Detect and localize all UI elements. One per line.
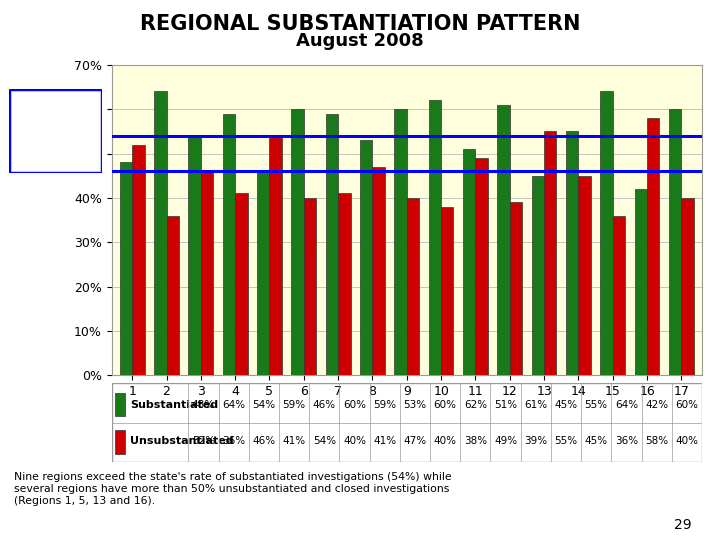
Text: 46%: 46% [312, 400, 336, 409]
Bar [235, 193, 248, 375]
Text: 29: 29 [674, 518, 691, 532]
Text: 45%: 45% [554, 400, 577, 409]
Bar [429, 100, 441, 375]
Bar [222, 113, 235, 375]
Bar [669, 109, 681, 375]
Text: 40%: 40% [343, 436, 366, 446]
Bar [498, 105, 510, 375]
Text: 36%: 36% [615, 436, 638, 446]
Text: 58%: 58% [645, 436, 668, 446]
Text: 38%: 38% [464, 436, 487, 446]
Bar [510, 202, 522, 375]
Text: 41%: 41% [282, 436, 306, 446]
Bar [189, 136, 201, 375]
Text: 54%: 54% [252, 400, 276, 409]
Text: 41%: 41% [373, 436, 396, 446]
Bar [613, 215, 625, 375]
Bar [407, 198, 419, 375]
Text: 64%: 64% [222, 400, 246, 409]
Text: 39%: 39% [524, 436, 547, 446]
Text: 59%: 59% [373, 400, 396, 409]
Text: 60%: 60% [675, 400, 698, 409]
Text: 45%: 45% [585, 436, 608, 446]
Bar [338, 193, 351, 375]
Bar [395, 109, 407, 375]
Text: 53%: 53% [403, 400, 426, 409]
Text: 49%: 49% [494, 436, 517, 446]
Bar [292, 109, 304, 375]
Bar [578, 176, 591, 375]
Bar [114, 430, 125, 454]
Bar [269, 136, 282, 375]
Bar [475, 158, 488, 375]
Bar [154, 91, 166, 375]
Bar [441, 207, 454, 375]
Text: 42%: 42% [645, 400, 668, 409]
Text: Nine regions exceed the state's rate of substantiated investigations (54%) while: Nine regions exceed the state's rate of … [14, 472, 452, 505]
Bar [532, 176, 544, 375]
Text: 54%: 54% [312, 436, 336, 446]
Bar [132, 145, 145, 375]
Text: Substantiated: Substantiated [130, 400, 218, 409]
Bar [114, 393, 125, 416]
Bar [600, 91, 613, 375]
Bar [257, 171, 269, 375]
Text: 48%: 48% [192, 400, 215, 409]
Bar [325, 113, 338, 375]
Bar [304, 198, 316, 375]
Text: August 2008: August 2008 [296, 32, 424, 50]
Text: 55%: 55% [554, 436, 577, 446]
Text: 55%: 55% [585, 400, 608, 409]
Text: 64%: 64% [615, 400, 638, 409]
Text: 40%: 40% [433, 436, 456, 446]
Bar [463, 149, 475, 375]
Text: 61%: 61% [524, 400, 547, 409]
Text: 52%: 52% [192, 436, 215, 446]
Text: Unsubstantiated: Unsubstantiated [130, 436, 233, 446]
Text: 47%: 47% [403, 436, 426, 446]
Bar [647, 118, 660, 375]
Text: 59%: 59% [282, 400, 306, 409]
Bar [166, 215, 179, 375]
Text: REGIONAL SUBSTANTIATION PATTERN: REGIONAL SUBSTANTIATION PATTERN [140, 14, 580, 33]
Text: 60%: 60% [343, 400, 366, 409]
Text: 51%: 51% [494, 400, 517, 409]
Text: 40%: 40% [675, 436, 698, 446]
Bar [681, 198, 694, 375]
Bar [566, 131, 578, 375]
Bar [635, 189, 647, 375]
Text: 62%: 62% [464, 400, 487, 409]
Bar [201, 171, 213, 375]
Text: 60%: 60% [433, 400, 456, 409]
Bar [120, 163, 132, 375]
Bar [372, 167, 384, 375]
Bar [360, 140, 372, 375]
Bar [544, 131, 557, 375]
Text: Blue line
indicates
State
averages: Blue line indicates State averages [23, 99, 88, 163]
Text: 36%: 36% [222, 436, 246, 446]
Text: 46%: 46% [252, 436, 276, 446]
